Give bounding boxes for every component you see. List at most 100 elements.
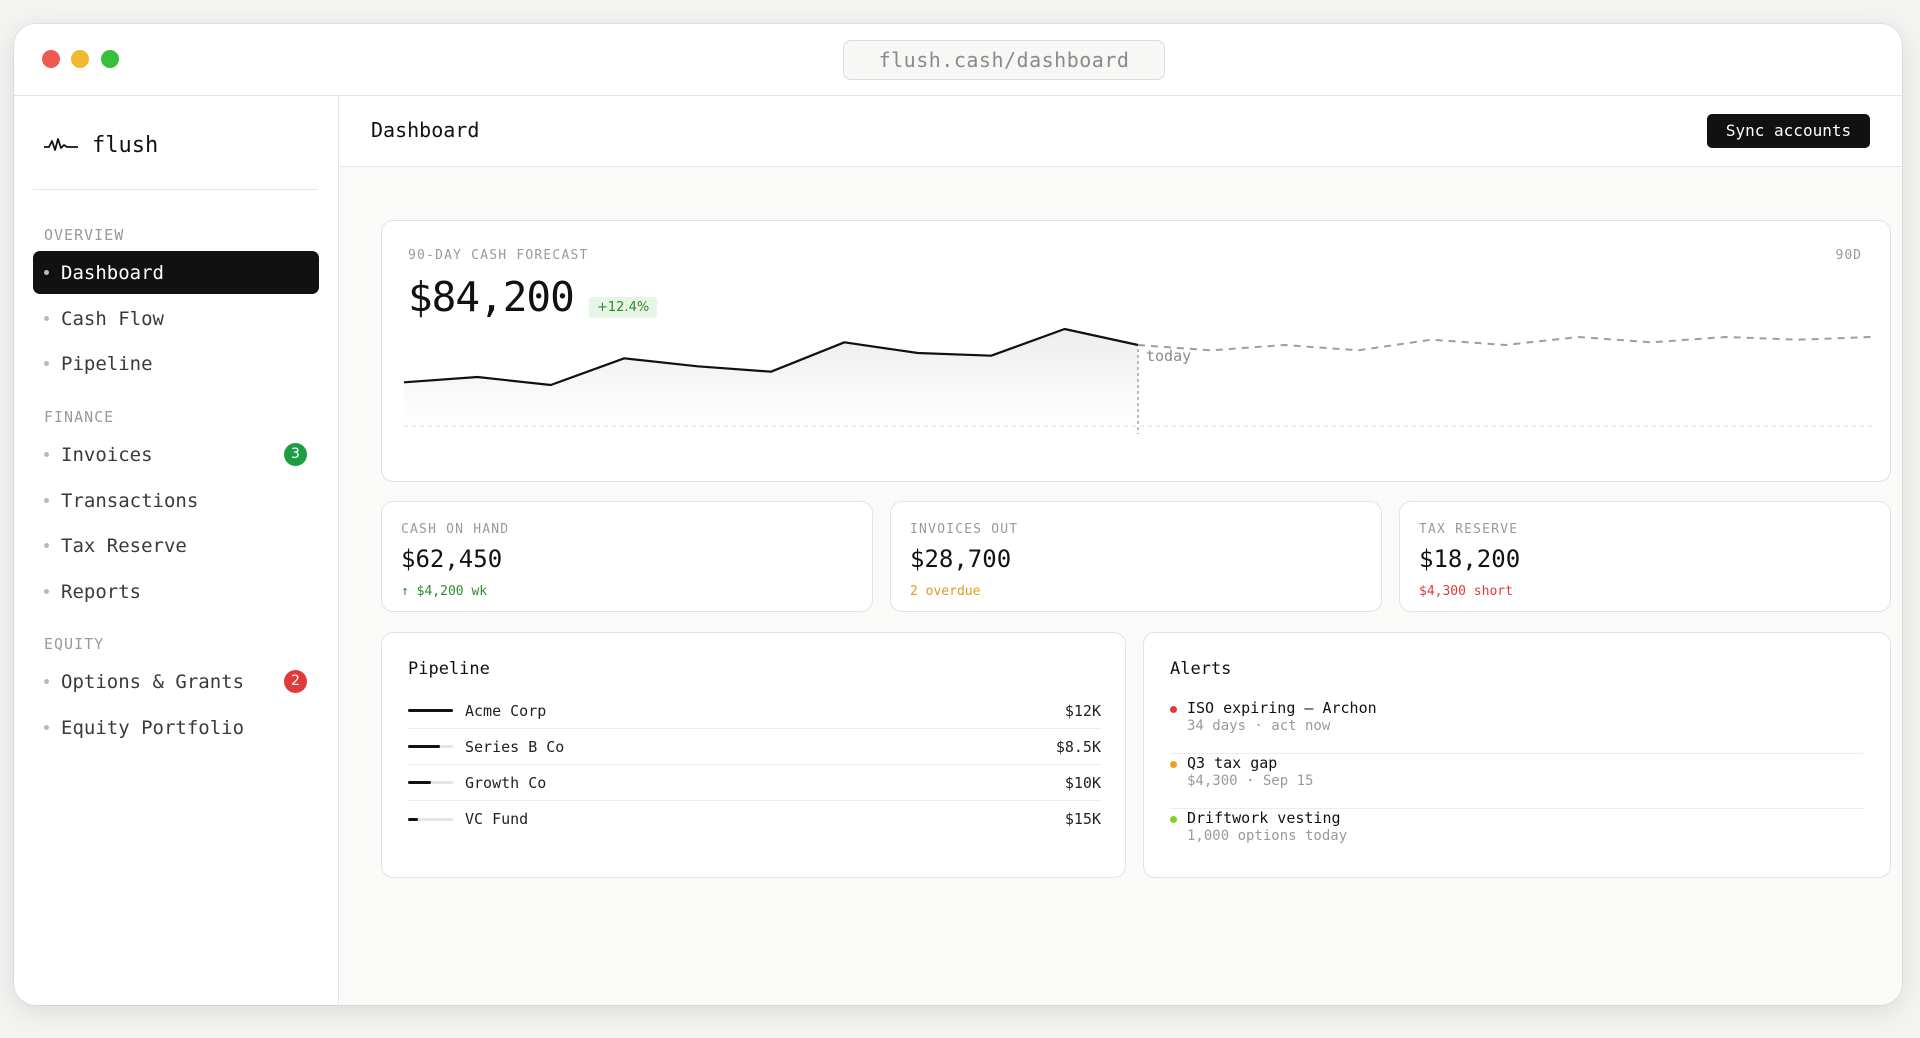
- sidebar-item-label: Pipeline: [61, 352, 153, 375]
- stat-delta: $4,300 short: [1419, 584, 1513, 599]
- section-label-finance: FINANCE: [44, 408, 115, 426]
- bullet-icon: [44, 725, 49, 730]
- alert-item[interactable]: ISO expiring — Archon 34 days · act now: [1170, 699, 1863, 754]
- sidebar-item-label: Tax Reserve: [61, 534, 187, 557]
- sidebar-item-label: Reports: [61, 580, 142, 603]
- pipeline-progress-bar: [408, 745, 453, 748]
- pipeline-progress-fill: [408, 781, 431, 784]
- pipeline-progress-fill: [408, 817, 418, 821]
- sidebar: flush OVERVIEW Dashboard Cash Flow Pipel…: [14, 96, 339, 1005]
- alert-title: Q3 tax gap: [1187, 754, 1278, 772]
- sidebar-item-cash-flow[interactable]: Cash Flow: [33, 297, 319, 340]
- stat-card-tax-reserve: TAX RESERVE $18,200 $4,300 short: [1399, 501, 1891, 612]
- pipeline-progress-bar: [408, 817, 453, 821]
- alert-item[interactable]: Q3 tax gap $4,300 · Sep 15: [1170, 754, 1863, 809]
- pipeline-company: Series B Co: [465, 737, 565, 756]
- pipeline-row[interactable]: Growth Co $10K: [408, 765, 1101, 801]
- sync-accounts-button[interactable]: Sync accounts: [1707, 114, 1870, 148]
- pipeline-card: Pipeline Acme Corp $12K Series B Co $8.5…: [381, 632, 1126, 878]
- bullet-icon: [44, 498, 49, 503]
- alert-title: ISO expiring — Archon: [1187, 699, 1377, 717]
- app-window: flush.cash/dashboard flush OVERVIEW Dash…: [14, 24, 1902, 1005]
- page-title: Dashboard: [371, 118, 480, 142]
- sidebar-item-reports[interactable]: Reports: [33, 570, 319, 613]
- sidebar-item-label: Cash Flow: [61, 307, 164, 330]
- stat-value: $18,200: [1419, 545, 1521, 573]
- pipeline-row[interactable]: VC Fund $15K: [408, 801, 1101, 837]
- sidebar-item-dashboard[interactable]: Dashboard: [33, 251, 319, 294]
- sidebar-item-pipeline[interactable]: Pipeline: [33, 342, 319, 385]
- bullet-icon: [44, 361, 49, 366]
- invoices-count-badge: 3: [284, 443, 307, 466]
- pipeline-row[interactable]: Series B Co $8.5K: [408, 729, 1101, 765]
- pipeline-company: Growth Co: [465, 773, 547, 792]
- sidebar-item-invoices[interactable]: Invoices 3: [33, 433, 319, 476]
- alert-subtitle: 34 days · act now: [1187, 718, 1331, 734]
- stat-delta: 2 overdue: [910, 584, 981, 599]
- minimize-window-button[interactable]: [71, 50, 89, 68]
- forecast-label: 90-DAY CASH FORECAST: [408, 248, 589, 263]
- stat-delta: ↑ $4,200 wk: [401, 584, 488, 599]
- sidebar-item-label: Options & Grants: [61, 670, 245, 693]
- stat-value: $28,700: [910, 545, 1012, 573]
- alert-dot-icon: [1170, 761, 1177, 768]
- forecast-period-toggle[interactable]: 90D: [1835, 248, 1862, 263]
- chart-series-actual-line: [403, 327, 1139, 387]
- pipeline-progress-fill: [408, 745, 441, 748]
- options-count-badge: 2: [284, 670, 307, 693]
- bullet-icon: [44, 316, 49, 321]
- pipeline-company: Acme Corp: [465, 701, 547, 720]
- url-bar[interactable]: flush.cash/dashboard: [843, 40, 1165, 80]
- pipeline-title: Pipeline: [408, 659, 490, 679]
- pipeline-progress-fill: [408, 709, 453, 712]
- brand-logo[interactable]: flush: [44, 130, 158, 160]
- cash-forecast-card: 90-DAY CASH FORECAST $84,200 +12.4% 90D …: [381, 220, 1891, 482]
- alert-dot-icon: [1170, 816, 1177, 823]
- sidebar-item-equity-portfolio[interactable]: Equity Portfolio: [33, 706, 319, 749]
- sidebar-divider: [33, 189, 318, 190]
- page-header: Dashboard Sync accounts: [340, 96, 1902, 167]
- stat-card-invoices-out: INVOICES OUT $28,700 2 overdue: [890, 501, 1382, 612]
- bullet-icon: [44, 452, 49, 457]
- sidebar-item-tax-reserve[interactable]: Tax Reserve: [33, 524, 319, 567]
- close-window-button[interactable]: [42, 50, 60, 68]
- chart-today-label: today: [1146, 347, 1191, 365]
- stat-label: TAX RESERVE: [1419, 522, 1519, 537]
- bullet-icon: [44, 270, 49, 275]
- main-content: Dashboard Sync accounts 90-DAY CASH FORE…: [340, 96, 1902, 1005]
- sidebar-item-label: Dashboard: [61, 261, 164, 284]
- cash-forecast-chart: today: [403, 327, 1873, 434]
- forecast-amount: $84,200: [408, 273, 575, 321]
- sidebar-item-transactions[interactable]: Transactions: [33, 479, 319, 522]
- alert-title: Driftwork vesting: [1187, 809, 1341, 827]
- sidebar-item-options-grants[interactable]: Options & Grants 2: [33, 660, 319, 703]
- stat-label: CASH ON HAND: [401, 522, 510, 537]
- pipeline-amount: $10K: [1064, 773, 1101, 792]
- alert-dot-icon: [1170, 706, 1177, 713]
- alert-item[interactable]: Driftwork vesting 1,000 options today: [1170, 809, 1863, 864]
- pipeline-amount: $8.5K: [1055, 737, 1101, 756]
- bullet-icon: [44, 589, 49, 594]
- stat-card-cash-on-hand: CASH ON HAND $62,450 ↑ $4,200 wk: [381, 501, 873, 612]
- pipeline-amount: $12K: [1064, 701, 1101, 720]
- pipeline-row[interactable]: Acme Corp $12K: [408, 693, 1101, 729]
- pipeline-progress-bar: [408, 781, 453, 784]
- pipeline-company: VC Fund: [465, 810, 529, 828]
- chart-area-fill: [404, 329, 1138, 426]
- bullet-icon: [44, 543, 49, 548]
- section-label-overview: OVERVIEW: [44, 226, 125, 244]
- maximize-window-button[interactable]: [101, 50, 119, 68]
- pipeline-progress-bar: [408, 709, 453, 712]
- brand-name: flush: [92, 132, 159, 158]
- forecast-change-badge: +12.4%: [589, 297, 658, 318]
- sidebar-item-label: Transactions: [61, 489, 199, 512]
- alert-subtitle: 1,000 options today: [1187, 828, 1348, 844]
- stat-label: INVOICES OUT: [910, 522, 1019, 537]
- alerts-title: Alerts: [1170, 659, 1232, 679]
- bullet-icon: [44, 679, 49, 684]
- browser-titlebar: flush.cash/dashboard: [14, 24, 1902, 96]
- section-label-equity: EQUITY: [44, 635, 105, 653]
- pipeline-amount: $15K: [1064, 810, 1101, 828]
- sidebar-item-label: Equity Portfolio: [61, 716, 245, 739]
- chart-series-forecast-line: [1137, 336, 1873, 352]
